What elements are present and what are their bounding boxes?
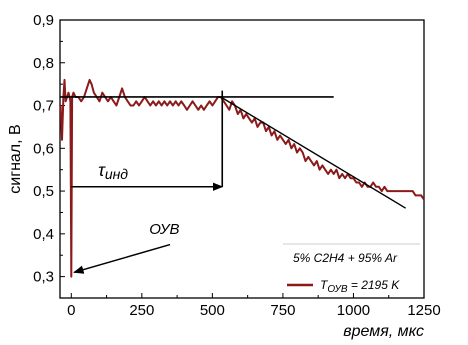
series-group [59, 78, 425, 278]
tau-label-subscript: инд [105, 166, 128, 182]
annotations: τинд ОУВ [71, 160, 224, 274]
y-axis: 0,3 0,4 0,5 0,6 0,7 0,8 0,9 [33, 12, 65, 286]
plot-border [59, 19, 425, 299]
x-tick-label: 750 [270, 302, 295, 319]
reference-lines [60, 90, 407, 209]
legend-entry-subscript: ОУВ [327, 284, 348, 295]
y-tick-label: 0,8 [33, 55, 54, 72]
ouv-arrow [73, 243, 171, 274]
y-axis-title: сигнал, В [7, 124, 24, 193]
tau-label: τинд [98, 160, 128, 182]
y-tick-label: 0,6 [33, 140, 54, 157]
legend-title: 5% C2H4 + 95% Ar [293, 251, 398, 265]
x-tick-label: 0 [67, 302, 75, 319]
legend-entry: TОУВ = 2195 K [320, 278, 400, 295]
y-tick-label: 0,4 [33, 226, 54, 243]
series-line [59, 78, 425, 278]
x-tick-label: 500 [200, 302, 225, 319]
legend: 5% C2H4 + 95% Ar TОУВ = 2195 K [283, 243, 420, 295]
x-tick-label: 1000 [337, 302, 370, 319]
x-tick-label: 1250 [407, 302, 440, 319]
y-tick-label: 0,7 [33, 98, 54, 115]
ouv-label: ОУВ [149, 221, 179, 238]
y-tick-label: 0,9 [33, 12, 54, 29]
slope-line [220, 96, 407, 209]
x-axis-title: время, мкс [343, 323, 424, 340]
y-tick-label: 0,3 [33, 269, 54, 286]
x-tick-label: 250 [129, 302, 154, 319]
legend-entry-value: = 2195 K [348, 278, 401, 292]
x-axis: 0 250 500 750 1000 1250 [67, 293, 441, 319]
plot-frame [59, 19, 425, 299]
y-tick-label: 0,5 [33, 183, 54, 200]
